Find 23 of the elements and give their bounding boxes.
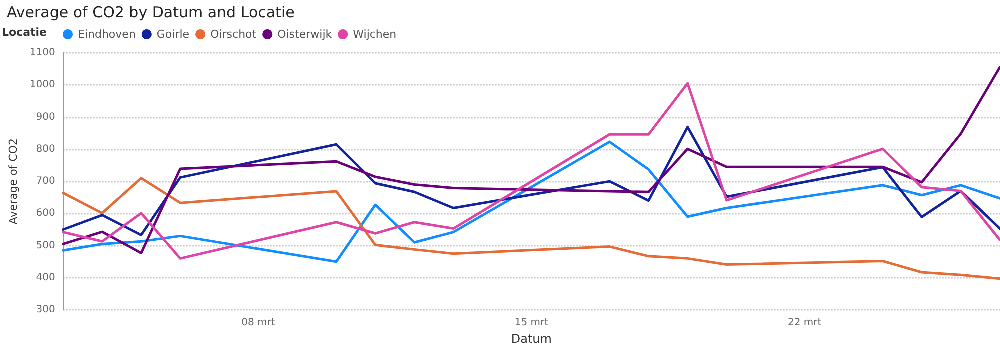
x-axis-title: Datum: [511, 332, 552, 346]
y-tick-label: 800: [36, 144, 56, 155]
x-tick-label: 22 mrt: [788, 318, 822, 329]
legend-label: Goirle: [156, 28, 190, 41]
y-tick-label: 600: [36, 208, 56, 220]
line-series: [62, 140, 1000, 264]
y-tick-label: 500: [36, 240, 56, 252]
line-series: [62, 177, 1000, 280]
legend-label: Wijchen: [353, 28, 397, 41]
y-tick-label: 1100: [30, 48, 56, 58]
legend-label: Eindhoven: [78, 28, 136, 41]
y-tick-label: 1000: [30, 80, 56, 91]
y-tick-label: 300: [36, 304, 56, 316]
y-axis-title: Average of CO2: [7, 138, 20, 225]
y-tick-label: 900: [36, 112, 56, 123]
x-tick-label: 15 mrt: [514, 318, 549, 329]
legend-label: Oirschot: [210, 28, 258, 41]
legend-label: Oisterwijk: [278, 28, 333, 41]
legend-title: Locatie: [2, 26, 47, 39]
chart-title: Average of CO2 by Datum and Locatie: [7, 4, 295, 22]
y-tick-label: 700: [36, 176, 56, 188]
y-tick-label: 400: [36, 272, 56, 284]
x-tick-label: 08 mrt: [242, 318, 276, 329]
